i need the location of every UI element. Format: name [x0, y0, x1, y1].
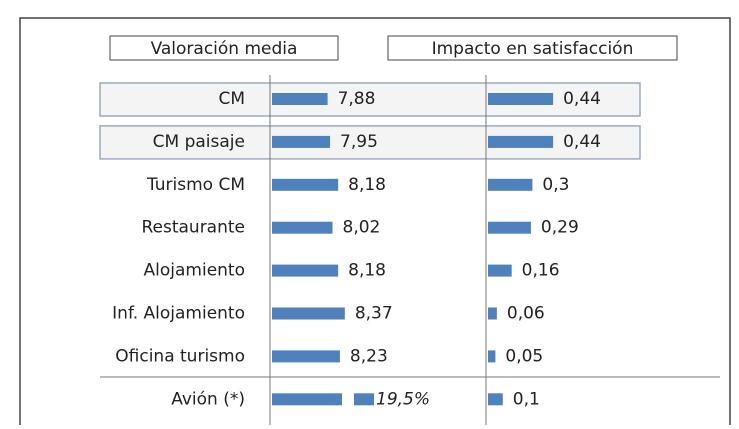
legend-label: Valoración media — [151, 39, 298, 59]
category-label: Avión (*) — [171, 389, 245, 409]
bar — [488, 178, 533, 191]
category-label: Oficina turismo — [115, 346, 245, 366]
bar — [488, 264, 512, 277]
category-label: Alojamiento — [144, 261, 245, 281]
value-label: 7,95 — [340, 132, 378, 152]
category-label: Inf. Alojamiento — [112, 304, 245, 324]
value-label: 0,29 — [541, 218, 579, 238]
bar — [488, 393, 503, 406]
value-label: 8,02 — [343, 218, 381, 238]
value-label: 8,37 — [355, 304, 393, 324]
bar — [488, 307, 497, 320]
bar — [272, 307, 345, 320]
bar — [488, 93, 554, 105]
bar — [488, 135, 554, 148]
category-label: Turismo CM — [146, 175, 245, 195]
legend-label: Impacto en satisfacción — [432, 39, 634, 59]
bar — [488, 350, 496, 363]
value-label: 8,18 — [348, 175, 386, 195]
value-label: 0,16 — [522, 261, 560, 281]
legend-box — [387, 35, 678, 61]
bar — [272, 393, 342, 406]
bar — [272, 221, 333, 234]
value-label: 0,44 — [563, 132, 601, 152]
value-label: 8,18 — [348, 261, 386, 281]
bar — [488, 221, 531, 234]
value-label: 8,23 — [350, 346, 388, 366]
value-label: 7,88 — [338, 89, 376, 109]
bar-break — [354, 393, 374, 406]
value-label: 19,5% — [376, 389, 430, 409]
value-label: 0,44 — [563, 89, 601, 109]
category-label: Restaurante — [141, 218, 245, 238]
value-label: 0,05 — [505, 346, 543, 366]
bar — [272, 178, 339, 191]
value-label: 0,06 — [507, 304, 545, 324]
legend-box — [109, 35, 339, 61]
value-label: 0,3 — [542, 175, 569, 195]
bar — [272, 135, 331, 148]
category-label: CM — [218, 89, 245, 109]
value-label: 0,1 — [513, 389, 540, 409]
bar — [272, 350, 340, 363]
category-label: CM paisaje — [153, 132, 245, 152]
bar — [272, 264, 339, 277]
bar — [272, 93, 328, 105]
